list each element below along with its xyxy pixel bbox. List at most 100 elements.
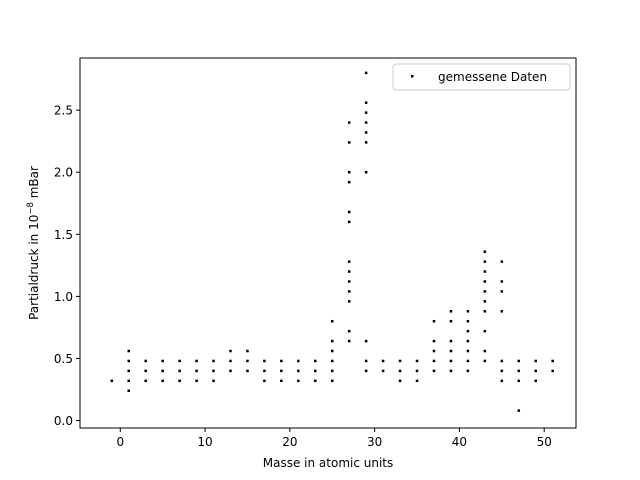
data-point — [415, 379, 419, 383]
data-point — [517, 409, 521, 412]
y-tick-label: 2.0 — [54, 166, 73, 180]
data-point — [178, 379, 181, 383]
data-point — [398, 359, 402, 363]
data-point — [415, 359, 419, 363]
data-point — [500, 359, 504, 363]
data-point — [364, 111, 368, 114]
data-point — [127, 369, 130, 373]
data-point — [483, 300, 487, 303]
data-point — [246, 349, 249, 353]
data-point — [330, 349, 334, 353]
data-point — [161, 379, 164, 383]
data-point — [178, 359, 181, 363]
data-point — [449, 310, 453, 313]
y-tick-label: 2.5 — [54, 104, 73, 118]
data-point — [449, 369, 453, 373]
data-point — [466, 329, 470, 333]
x-tick-label: 30 — [367, 435, 382, 449]
plot-frame — [79, 57, 577, 429]
data-point — [144, 369, 147, 373]
x-tick-label: 50 — [537, 435, 552, 449]
data-point — [466, 339, 470, 343]
data-point — [381, 369, 385, 373]
data-point — [466, 359, 470, 363]
data-point — [500, 260, 504, 263]
data-point — [449, 349, 453, 353]
data-point — [432, 349, 436, 353]
y-axis-ticks: 0.0 0.5 1.0 1.5 2.0 2.5 — [54, 104, 80, 428]
data-point — [398, 369, 402, 373]
data-point — [347, 210, 351, 214]
data-point — [161, 369, 164, 373]
data-point — [449, 359, 453, 363]
data-point — [483, 250, 487, 253]
data-point — [229, 349, 232, 353]
data-point — [127, 389, 130, 392]
y-axis-label-exponent: −8 — [26, 202, 36, 215]
data-point — [330, 339, 334, 343]
data-point — [517, 379, 521, 383]
data-point — [466, 349, 470, 353]
data-point — [466, 319, 470, 323]
x-tick-label: 20 — [282, 435, 297, 449]
data-point — [127, 379, 130, 383]
data-point — [432, 339, 436, 343]
data-point — [364, 170, 368, 174]
data-point — [364, 369, 368, 373]
legend-marker — [411, 75, 414, 78]
data-point — [517, 369, 521, 373]
data-point — [466, 310, 470, 313]
x-axis-label: Masse in atomic units — [263, 456, 394, 470]
data-point — [263, 369, 266, 373]
y-tick-label: 1.0 — [54, 290, 73, 304]
data-point — [212, 359, 215, 363]
y-axis-label: Partialdruck in 10−8 mBar — [26, 166, 41, 320]
data-point — [280, 369, 283, 373]
data-point — [432, 359, 436, 363]
data-point — [398, 379, 402, 383]
legend-label: gemessene Daten — [438, 70, 547, 84]
data-point — [500, 379, 504, 383]
data-point — [364, 141, 368, 144]
data-point — [534, 369, 537, 373]
data-point — [127, 359, 130, 363]
data-point — [330, 379, 334, 383]
data-point — [347, 329, 351, 333]
legend: gemessene Daten — [392, 63, 571, 91]
data-point — [330, 369, 334, 373]
data-point — [229, 369, 232, 373]
data-point — [246, 369, 249, 373]
data-point — [432, 319, 436, 323]
data-point — [297, 369, 300, 373]
data-point — [347, 170, 351, 174]
y-axis-label-prefix: Partialdruck in 10 — [27, 215, 41, 320]
data-point — [483, 329, 487, 333]
data-point — [144, 379, 147, 383]
data-point — [347, 280, 351, 283]
data-point — [314, 369, 317, 373]
data-point — [500, 290, 504, 293]
x-axis-ticks: 0 10 20 30 40 50 — [116, 428, 552, 449]
data-point — [161, 359, 164, 363]
data-point — [330, 319, 334, 323]
data-point — [347, 180, 351, 184]
data-point — [297, 359, 300, 363]
data-point — [229, 359, 232, 363]
data-point — [144, 359, 147, 363]
y-tick-label: 1.5 — [54, 228, 73, 242]
data-point — [364, 131, 368, 134]
x-tick-label: 40 — [452, 435, 467, 449]
legend-box — [392, 63, 571, 91]
data-point — [347, 270, 351, 273]
data-point — [551, 369, 554, 373]
data-point — [195, 369, 198, 373]
data-point — [178, 369, 181, 373]
data-point — [483, 359, 487, 363]
data-point — [551, 359, 554, 363]
x-tick-label: 0 — [116, 435, 124, 449]
y-tick-label: 0.0 — [54, 414, 73, 428]
y-tick-label: 0.5 — [54, 352, 73, 366]
data-point — [347, 220, 351, 224]
data-point — [127, 349, 130, 353]
